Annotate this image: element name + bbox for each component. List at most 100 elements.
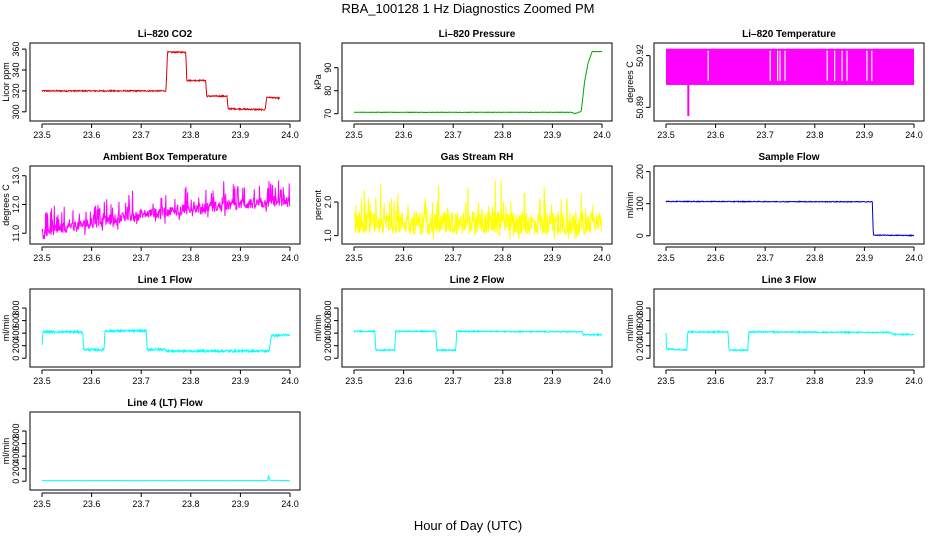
y-tick-label: 70 xyxy=(323,109,333,119)
y-axis-label: degrees C xyxy=(625,61,635,103)
data-series xyxy=(665,329,915,352)
panel-frame xyxy=(341,42,613,122)
x-axis-label: Hour of Day (UTC) xyxy=(413,518,523,533)
x-tick-label: 23.8 xyxy=(182,376,200,386)
x-tick-label: 23.7 xyxy=(444,130,462,140)
x-tick-label: 24.0 xyxy=(281,253,299,263)
data-series xyxy=(353,50,603,115)
y-tick-label: 1.0 xyxy=(323,229,333,242)
y-tick-label: 320 xyxy=(11,83,21,98)
x-tick-label: 23.8 xyxy=(494,253,512,263)
x-tick-label: 23.6 xyxy=(83,130,101,140)
x-tick-label: 23.9 xyxy=(856,253,874,263)
panel-8: Line 3 Flow 23.5 23.6 23.7 23.8 23.9 24.0 0 2004… xyxy=(625,275,925,386)
y-tick-label: 200 xyxy=(635,164,645,179)
x-tick-label: 24.0 xyxy=(593,253,611,263)
y-tick-label: 200 xyxy=(11,461,21,476)
panel-0: Li–820 CO2 23.5 23.6 23.7 23.8 23.9 24.0 300 320… xyxy=(1,29,301,140)
x-tick-label: 24.0 xyxy=(281,376,299,386)
x-tick-label: 23.7 xyxy=(444,376,462,386)
x-tick-label: 24.0 xyxy=(281,499,299,509)
y-tick-label: 80 xyxy=(323,86,333,96)
x-tick-label: 23.8 xyxy=(806,376,824,386)
panel-title: Line 2 Flow xyxy=(450,275,505,286)
x-tick-label: 23.9 xyxy=(544,130,562,140)
panel-frame xyxy=(653,165,925,245)
x-tick-label: 23.8 xyxy=(806,253,824,263)
x-tick-label: 23.7 xyxy=(756,130,774,140)
x-tick-label: 23.7 xyxy=(132,130,150,140)
x-tick-label: 23.8 xyxy=(182,253,200,263)
panel-2: Li–820 Temperature 23.5 23.6 23.7 23.8 23.9 24… xyxy=(625,29,925,140)
y-tick-label: 400 xyxy=(11,449,21,464)
data-series xyxy=(41,50,281,112)
x-tick-label: 23.8 xyxy=(182,499,200,509)
y-tick-label: 12.0 xyxy=(11,196,21,214)
x-tick-label: 23.9 xyxy=(856,376,874,386)
x-tick-label: 23.8 xyxy=(494,130,512,140)
x-tick-label: 24.0 xyxy=(593,376,611,386)
panel-frame xyxy=(29,288,301,368)
panel-frame xyxy=(29,42,301,122)
data-series xyxy=(41,328,291,354)
panel-7: Line 2 Flow 23.5 23.6 23.7 23.8 23.9 24.0 0 2004… xyxy=(313,275,613,386)
x-tick-label: 23.8 xyxy=(806,130,824,140)
y-axis-label: degrees C xyxy=(1,184,11,226)
y-tick-label: 800 xyxy=(635,301,645,316)
panel-frame xyxy=(341,288,613,368)
x-tick-label: 23.8 xyxy=(494,376,512,386)
x-tick-label: 23.5 xyxy=(345,376,363,386)
x-tick-label: 23.9 xyxy=(856,130,874,140)
x-tick-label: 23.7 xyxy=(756,376,774,386)
x-tick-label: 24.0 xyxy=(905,376,923,386)
y-axis-label: percent xyxy=(313,189,323,220)
panel-title: Line 3 Flow xyxy=(762,275,817,286)
x-tick-label: 23.5 xyxy=(345,253,363,263)
y-axis-label: ml/min xyxy=(1,315,11,342)
x-tick-label: 23.8 xyxy=(182,130,200,140)
y-tick-label: 50.89 xyxy=(635,96,645,119)
y-tick-label: 800 xyxy=(11,301,21,316)
panel-4: Gas Stream RH 23.5 23.6 23.7 23.8 23.9 24.0 1.0… xyxy=(313,152,613,263)
data-band xyxy=(666,48,914,85)
x-tick-label: 23.9 xyxy=(232,376,250,386)
x-tick-label: 23.5 xyxy=(33,376,51,386)
x-tick-label: 23.7 xyxy=(132,499,150,509)
y-tick-label: 800 xyxy=(323,301,333,316)
panel-frame xyxy=(653,42,925,122)
y-axis-label: kPa xyxy=(313,74,323,90)
x-tick-label: 23.5 xyxy=(657,130,675,140)
y-tick-label: 300 xyxy=(11,104,21,119)
y-tick-label: 2.0 xyxy=(323,196,333,209)
x-tick-label: 23.5 xyxy=(33,130,51,140)
panel-title: Line 1 Flow xyxy=(138,275,193,286)
panel-title: Li–820 Temperature xyxy=(742,29,836,40)
x-tick-label: 23.7 xyxy=(756,253,774,263)
x-tick-label: 23.6 xyxy=(395,253,413,263)
y-tick-label: 100 xyxy=(635,196,645,211)
y-tick-label: 400 xyxy=(11,326,21,341)
y-axis-label: Licor ppm xyxy=(1,62,11,102)
x-tick-label: 23.9 xyxy=(232,130,250,140)
y-tick-label: 340 xyxy=(11,62,21,77)
panel-title: Gas Stream RH xyxy=(441,152,514,163)
x-tick-label: 23.6 xyxy=(395,130,413,140)
x-tick-label: 23.7 xyxy=(444,253,462,263)
data-series xyxy=(41,474,290,482)
y-axis-label: ml/min xyxy=(313,315,323,342)
x-tick-label: 23.9 xyxy=(232,499,250,509)
y-tick-label: 0 xyxy=(11,479,21,484)
panel-5: Sample Flow 23.5 23.6 23.7 23.8 23.9 24.0 0 100 2… xyxy=(625,152,925,263)
x-tick-label: 23.6 xyxy=(83,499,101,509)
x-tick-label: 23.7 xyxy=(132,376,150,386)
x-tick-label: 23.7 xyxy=(132,253,150,263)
x-tick-label: 23.5 xyxy=(33,253,51,263)
panel-title: Ambient Box Temperature xyxy=(103,152,228,163)
y-tick-label: 600 xyxy=(323,313,333,328)
data-series xyxy=(41,180,291,240)
y-axis-label: ml/min xyxy=(625,192,635,219)
y-tick-label: 200 xyxy=(323,338,333,353)
panel-title: Sample Flow xyxy=(758,152,819,163)
panel-frame xyxy=(341,165,613,245)
